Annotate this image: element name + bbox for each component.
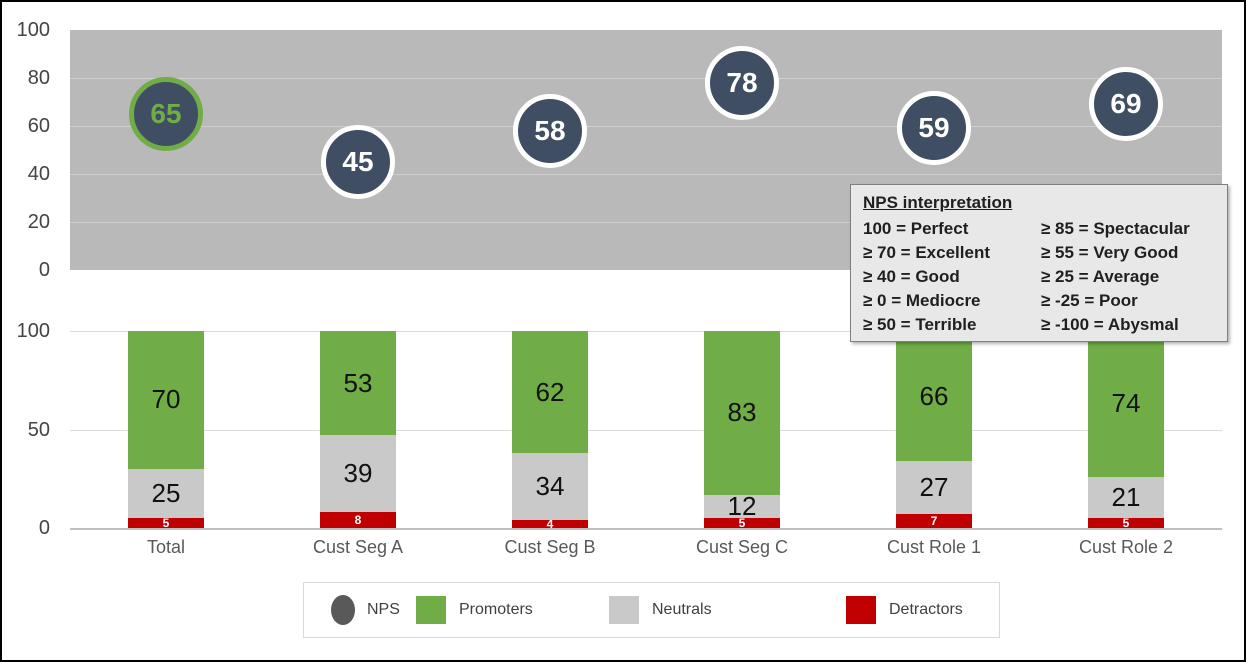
bar-segment-neutrals: 27	[896, 461, 972, 515]
interp-rule: ≥ -100 = Abysmal	[1041, 315, 1179, 334]
y-axis-tick-label: 0	[38, 517, 50, 539]
gridline	[70, 126, 1222, 127]
bar-segment-promoters: 70	[128, 331, 204, 469]
bar-value-label: 74	[1111, 388, 1141, 419]
legend-item-promoters: Promoters	[416, 583, 533, 637]
bar-value-label: 5	[738, 516, 746, 531]
x-axis-category-label: Cust Seg C	[695, 537, 789, 557]
x-axis-category-label: Cust Role 2	[1078, 537, 1174, 557]
bar-value-label: 39	[343, 458, 373, 489]
bar-segment-detractors: 5	[1088, 516, 1164, 531]
x-axis-category-label: Cust Seg B	[504, 537, 596, 557]
bar-value-label: 70	[151, 384, 181, 415]
x-axis-category-label: Total	[146, 537, 186, 557]
legend-item-label: Detractors	[889, 601, 963, 618]
bar-segment-neutrals: 39	[320, 435, 396, 513]
interp-rule: 100 = Perfect	[863, 219, 969, 238]
bar-value-label: 66	[919, 380, 949, 411]
gridline	[70, 331, 1222, 332]
interp-rule: ≥ 50 = Terrible	[863, 315, 977, 334]
y-axis-tick-label: 40	[27, 163, 50, 185]
bar-value-label: 5	[162, 516, 170, 531]
bar-value-label: 34	[535, 471, 565, 502]
bar-segment-detractors: 5	[704, 516, 780, 531]
interp-rule: ≥ 25 = Average	[1041, 267, 1160, 286]
chart-legend: NPS Promoters Neutrals Detractors	[303, 582, 1000, 638]
y-axis-tick-label: 60	[27, 115, 50, 137]
x-axis-line	[70, 528, 1222, 530]
bar-value-label: 12	[727, 490, 757, 521]
legend-item-label: Promoters	[459, 601, 533, 618]
detractors-swatch-icon	[846, 596, 876, 624]
y-axis-tick-label: 20	[27, 211, 50, 233]
legend-item-detractors: Detractors	[846, 583, 963, 637]
interp-rule: ≥ 70 = Excellent	[863, 243, 990, 262]
bar-segment-neutrals: 12	[704, 491, 780, 521]
nps-bubble: 45	[321, 125, 395, 199]
bar-segment-neutrals: 34	[512, 453, 588, 521]
bar-value-label: 83	[727, 397, 757, 428]
nps-bubble: 69	[1089, 67, 1163, 142]
bar-segment-promoters: 62	[512, 331, 588, 454]
legend-item-label: Neutrals	[652, 601, 712, 618]
x-axis-category-label: Cust Role 1	[886, 537, 982, 557]
interp-rule: ≥ 55 = Very Good	[1041, 243, 1179, 262]
gridline	[70, 174, 1222, 175]
y-axis-tick-label: 50	[27, 418, 50, 441]
nps-circle-icon	[331, 595, 355, 625]
interpretation-left-column: 100 = Perfect ≥ 70 = Excellent ≥ 40 = Go…	[863, 217, 1041, 337]
nps-interpretation-box: NPS interpretation 100 = Perfect ≥ 70 = …	[850, 184, 1228, 342]
bar-value-label: 7	[930, 514, 938, 529]
bar-value-label: 53	[343, 367, 373, 398]
interpretation-title: NPS interpretation	[863, 193, 1013, 212]
interp-rule: ≥ 40 = Good	[863, 267, 960, 286]
legend-item-nps: NPS	[331, 583, 400, 637]
legend-item-neutrals: Neutrals	[609, 583, 712, 637]
nps-bubble: 78	[705, 45, 779, 120]
bar-value-label: 21	[1111, 481, 1141, 512]
nps-bubble: 59	[897, 91, 971, 166]
gridline	[70, 222, 1222, 223]
bar-value-label: 4	[546, 517, 554, 532]
y-axis-tick-label: 100	[16, 320, 50, 342]
x-axis-category-label: Cust Seg A	[312, 537, 404, 557]
bar-segment-promoters: 66	[896, 331, 972, 462]
interp-rule: ≥ 85 = Spectacular	[1041, 219, 1190, 238]
bar-segment-promoters: 83	[704, 331, 780, 495]
bar-segment-detractors: 7	[896, 514, 972, 528]
interpretation-right-column: ≥ 85 = Spectacular ≥ 55 = Very Good ≥ 25…	[1041, 217, 1215, 337]
bar-segment-detractors: 4	[512, 517, 588, 532]
bar-segment-neutrals: 25	[128, 468, 204, 519]
bar-value-label: 62	[535, 376, 565, 407]
y-axis-tick-label: 80	[27, 67, 50, 89]
bar-segment-promoters: 74	[1088, 331, 1164, 477]
bar-value-label: 27	[919, 472, 949, 503]
bar-value-label: 25	[151, 478, 181, 509]
neutrals-swatch-icon	[609, 596, 639, 624]
promoters-swatch-icon	[416, 596, 446, 624]
y-axis-tick-label: 100	[16, 19, 50, 41]
nps-bubble: 58	[513, 93, 587, 168]
interpretation-columns: 100 = Perfect ≥ 70 = Excellent ≥ 40 = Go…	[863, 217, 1215, 337]
bar-segment-detractors: 8	[320, 512, 396, 528]
interp-rule: ≥ 0 = Mediocre	[863, 291, 981, 310]
legend-item-label: NPS	[367, 601, 400, 618]
bar-segment-neutrals: 21	[1088, 476, 1164, 519]
gridline	[70, 429, 1222, 431]
bar-value-label: 8	[354, 513, 362, 528]
interp-rule: ≥ -25 = Poor	[1041, 291, 1138, 310]
bar-segment-promoters: 53	[320, 331, 396, 436]
bar-value-label: 5	[1122, 516, 1130, 531]
y-axis-tick-label: 0	[38, 259, 50, 281]
gridline	[70, 78, 1222, 79]
nps-bubble: 65	[129, 77, 203, 151]
bar-segment-detractors: 5	[128, 516, 204, 531]
